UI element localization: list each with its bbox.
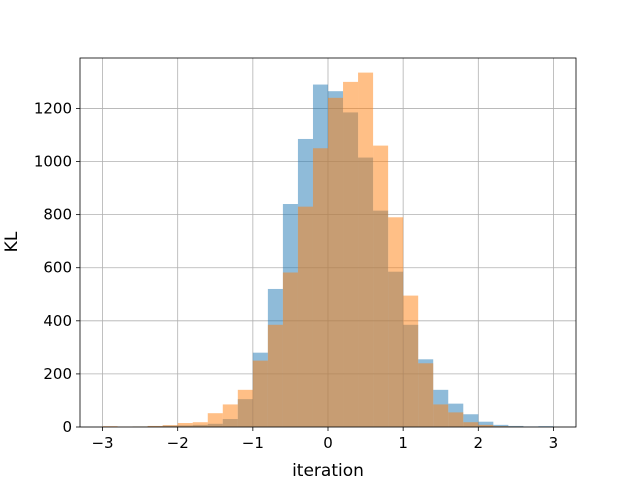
y-tick-label: 400 (43, 312, 72, 330)
histogram-bar (267, 324, 283, 427)
x-tick-label: 1 (398, 434, 408, 452)
y-axis-ticks: 0 200 400 600 800 1000 1200 (34, 99, 80, 436)
histogram-bar (373, 145, 389, 427)
histogram-bar (478, 421, 494, 427)
histogram-bar (433, 404, 449, 427)
x-tick-label: 3 (549, 434, 559, 452)
y-tick-label: 800 (43, 206, 72, 224)
histogram-bar (237, 389, 253, 427)
histogram-bar (493, 424, 509, 427)
histogram-bar (252, 360, 268, 427)
x-axis-ticks: −3 −2 −1 0 1 2 3 (91, 427, 558, 452)
histogram-bar (388, 217, 404, 427)
histogram-bar (297, 206, 313, 427)
x-tick-label: −1 (242, 434, 264, 452)
histogram-bar (147, 425, 163, 427)
histogram-bar (403, 295, 419, 427)
y-tick-label: 1200 (34, 99, 72, 117)
histogram-bar (328, 97, 344, 428)
histogram-bars (102, 72, 554, 428)
x-tick-label: 0 (323, 434, 333, 452)
histogram-bar (162, 425, 178, 427)
histogram-bar (448, 412, 464, 427)
histogram-bar (192, 422, 208, 427)
histogram-bar (478, 424, 494, 427)
y-tick-label: 1000 (34, 153, 72, 171)
histogram-bar (343, 81, 359, 427)
y-tick-label: 0 (62, 418, 72, 436)
x-axis-label: iteration (292, 461, 364, 480)
histogram-bar (358, 72, 374, 428)
y-tick-label: 200 (43, 365, 72, 383)
histogram-series-2 (102, 72, 524, 428)
histogram-bar (312, 148, 328, 428)
y-axis-label: KL (2, 231, 22, 252)
x-tick-label: 2 (474, 434, 484, 452)
histogram-bar (177, 423, 193, 427)
histogram-bar (207, 413, 223, 427)
histogram-bar (418, 363, 434, 427)
histogram-bar (463, 422, 479, 427)
y-tick-label: 600 (43, 259, 72, 277)
x-tick-label: −3 (91, 434, 113, 452)
x-tick-label: −2 (167, 434, 189, 452)
histogram-bar (282, 272, 298, 427)
histogram-bar (222, 404, 238, 427)
